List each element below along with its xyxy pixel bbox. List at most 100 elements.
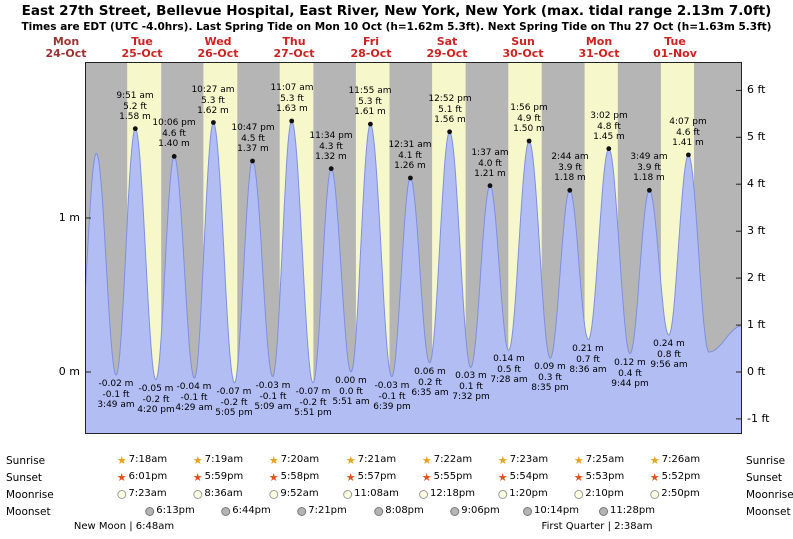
tide-ft-label: 4.1 ft: [398, 150, 422, 161]
sunset-icon: ★: [192, 470, 203, 484]
high-tide-annotation: 1:37 am 4.0 ft 1.21 m: [460, 148, 520, 180]
tide-time-label: 6:39 pm: [373, 402, 411, 412]
moonrise-icon: [650, 489, 660, 499]
day-date: 27-Oct: [273, 46, 315, 60]
tide-m-label: -0.04 m: [176, 382, 212, 392]
y-axis-left-label: 0 m: [58, 365, 80, 378]
sunrise-icon: ★: [573, 453, 584, 467]
day-name: Sun: [511, 35, 535, 48]
tide-m-label: 1.21 m: [474, 169, 506, 179]
day-name: Sat: [436, 35, 458, 48]
moonrise-time-item: 9:52am: [269, 488, 319, 500]
low-tide-annotation: 0.06 m 0.2 ft 6:35 am: [400, 367, 460, 399]
moonset-time-item: 8:08pm: [374, 505, 424, 517]
high-tide-dot: [328, 166, 334, 172]
day-label: Fri 28-Oct: [341, 36, 401, 59]
moonrise-icon: [574, 489, 584, 499]
sunset-time: 5:59pm: [204, 471, 244, 482]
sunrise-time: 7:19am: [204, 454, 244, 465]
tide-ft-label: -0.1 ft: [259, 391, 287, 402]
tide-m-label: 1.32 m: [315, 152, 347, 162]
low-tide-annotation: -0.03 m -0.1 ft 6:39 pm: [362, 381, 422, 413]
high-tide-dot: [606, 146, 612, 152]
tide-ft-label: 3.9 ft: [637, 162, 661, 173]
sunrise-time-item: ★ 7:22am: [422, 454, 472, 466]
day-date: 30-Oct: [502, 46, 544, 60]
tide-m-label: 0.09 m: [534, 362, 566, 372]
moonrise-time-item: 7:23am: [117, 488, 167, 500]
high-tide-dot: [171, 154, 177, 159]
tide-m-label: -0.05 m: [138, 384, 174, 394]
sunrise-icon: ★: [268, 453, 279, 467]
high-tide-dot: [686, 152, 691, 158]
tide-time-label: 10:27 am: [191, 85, 235, 95]
moonrise-time: 12:18pm: [430, 488, 475, 499]
sunset-time-item: ★ 5:52pm: [650, 471, 700, 483]
moonset-icon: [374, 506, 384, 516]
sunrise-icon: ★: [192, 453, 203, 467]
moonset-label-right: Moonset: [746, 506, 791, 518]
sunset-label-left: Sunset: [6, 472, 43, 484]
tide-m-label: 1.61 m: [354, 107, 386, 117]
tide-time-label: 5:09 am: [254, 402, 292, 412]
high-tide-annotation: 3:49 am 3.9 ft 1.18 m: [619, 152, 679, 184]
tide-ft-label: 3.9 ft: [558, 162, 582, 173]
tide-m-label: 1.58 m: [119, 112, 151, 122]
moonrise-time-item: 2:10pm: [574, 488, 624, 500]
tide-m-label: 1.18 m: [633, 173, 665, 183]
moonrise-time: 8:36am: [204, 488, 243, 499]
sunrise-time: 7:18am: [128, 454, 168, 465]
sunset-time: 5:54pm: [509, 471, 549, 482]
high-tide-annotation: 11:55 am 5.3 ft 1.61 m: [340, 86, 400, 118]
high-tide-annotation: 11:34 pm 4.3 ft 1.32 m: [301, 131, 361, 163]
chart-subtitle: Times are EDT (UTC -4.0hrs). Last Spring…: [21, 21, 772, 33]
tide-time-label: 1:56 pm: [510, 103, 548, 113]
tide-time-label: 3:49 am: [97, 400, 135, 410]
sunset-time: 5:58pm: [280, 471, 320, 482]
tide-time-label: 5:51 pm: [294, 408, 332, 418]
tide-m-label: 1.26 m: [394, 161, 426, 171]
day-date: 28-Oct: [350, 46, 392, 60]
day-name: Fri: [362, 35, 379, 48]
high-tide-dot: [447, 129, 452, 135]
tide-time-label: 4:20 pm: [137, 405, 175, 415]
tide-time-label: 4:29 am: [175, 403, 213, 413]
low-tide-annotation: 0.09 m 0.3 ft 8:35 pm: [520, 362, 580, 394]
sunrise-time: 7:20am: [280, 454, 320, 465]
tide-time-label: 9:56 am: [650, 360, 688, 370]
high-tide-dot: [211, 120, 216, 125]
moonrise-label-left: Moonrise: [6, 489, 54, 501]
sunrise-time-item: ★ 7:18am: [117, 454, 167, 466]
high-tide-annotation: 11:07 am 5.3 ft 1.63 m: [262, 83, 322, 115]
moonrise-time: 9:52am: [280, 488, 319, 499]
moonrise-icon: [117, 489, 127, 499]
tide-time-label: 5:51 am: [332, 397, 370, 407]
moonset-time-item: 6:13pm: [145, 505, 195, 517]
sunset-time-item: ★ 5:53pm: [574, 471, 624, 483]
tide-time-label: 10:06 pm: [152, 118, 196, 128]
tide-time-label: 5:05 pm: [215, 408, 253, 418]
tide-ft-label: -0.2 ft: [142, 394, 170, 405]
day-date: 01-Nov: [653, 46, 697, 60]
moonrise-time: 2:50pm: [661, 488, 700, 499]
sunset-icon: ★: [116, 470, 127, 484]
y-axis-right-label: -1 ft: [747, 412, 770, 425]
tide-time-label: 8:35 pm: [531, 383, 569, 393]
moonrise-time-item: 8:36am: [193, 488, 243, 500]
tide-ft-label: 4.8 ft: [597, 121, 621, 132]
sunrise-label-left: Sunrise: [6, 455, 46, 467]
low-tide-annotation: -0.03 m -0.1 ft 5:09 am: [243, 381, 303, 413]
tide-ft-label: 0.8 ft: [657, 349, 681, 360]
low-tide-annotation: 0.14 m 0.5 ft 7:28 am: [479, 354, 539, 386]
sunset-time: 5:53pm: [585, 471, 625, 482]
low-tide-annotation: 0.00 m 0.0 ft 5:51 am: [321, 376, 381, 408]
sunset-icon: ★: [573, 470, 584, 484]
tide-ft-label: 5.3 ft: [201, 95, 225, 106]
high-tide-annotation: 12:31 am 4.1 ft 1.26 m: [380, 140, 440, 172]
tide-m-label: 0.21 m: [572, 344, 604, 354]
tide-time-label: 11:34 pm: [309, 131, 353, 141]
high-tide-dot: [408, 175, 413, 181]
tide-ft-label: 0.2 ft: [418, 377, 442, 388]
tide-ft-label: 4.0 ft: [478, 158, 502, 169]
